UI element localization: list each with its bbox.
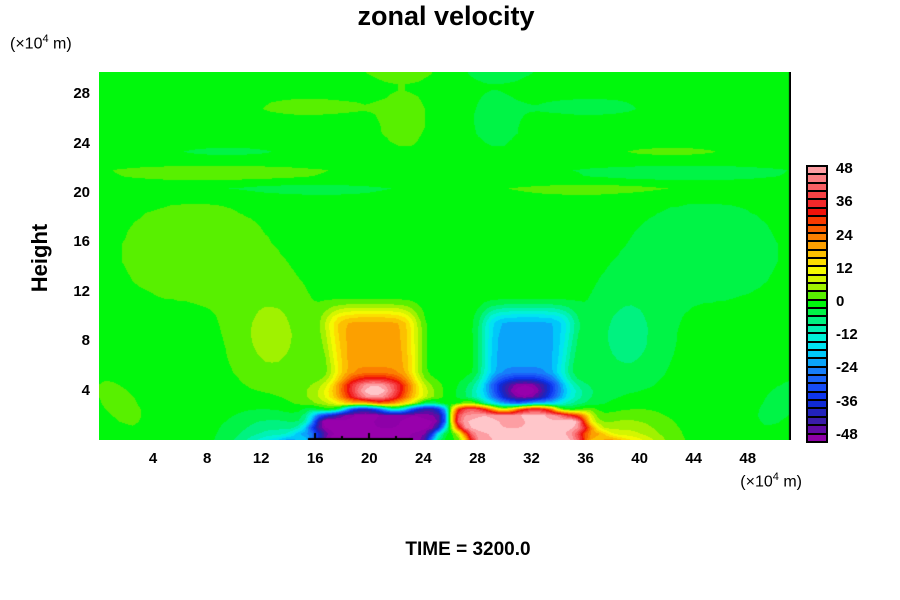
colorbar-cell <box>808 183 826 191</box>
colorbar-cell <box>808 342 826 349</box>
y-tick-label: 8 <box>81 332 90 350</box>
colorbar-tick-label: 36 <box>836 193 853 211</box>
colorbar-cell <box>808 217 826 224</box>
colorbar-cell <box>808 192 826 199</box>
x-tick-label: 44 <box>685 450 703 467</box>
y-axis-unit-label: (×104 m) <box>10 33 72 53</box>
colorbar-cell <box>808 417 826 425</box>
x-tick-label: 28 <box>469 450 486 467</box>
colorbar-cell <box>808 325 826 333</box>
colorbar-cell <box>808 309 826 316</box>
y-tick-label: 16 <box>73 233 90 251</box>
y-tick-label: 24 <box>73 134 90 152</box>
colorbar-cell <box>808 233 826 241</box>
x-axis-unit-label: (×104 m) <box>740 471 802 491</box>
colorbar-cell <box>808 409 826 416</box>
colorbar-cell <box>808 367 826 374</box>
colorbar-cell <box>808 392 826 400</box>
colorbar-cell <box>808 175 826 182</box>
colorbar-cell <box>808 208 826 216</box>
x-tick-label: 4 <box>148 450 158 467</box>
colorbar-tick-label: 48 <box>836 160 853 178</box>
colorbar-tick-label: -12 <box>836 326 858 344</box>
x-tick-label: 40 <box>631 450 648 467</box>
x-tick-label: 36 <box>577 450 594 467</box>
colorbar-cell <box>808 167 826 174</box>
y-tick-label: 28 <box>73 85 90 103</box>
colorbar-cell <box>808 375 826 383</box>
colorbar-cell <box>808 267 826 274</box>
x-tick-label: 48 <box>739 450 757 467</box>
x-tick-label: 16 <box>306 450 324 467</box>
colorbar-cell <box>808 284 826 291</box>
y-tick-label: 20 <box>73 184 90 202</box>
colorbar-cell <box>808 292 826 299</box>
colorbar-tick-label: -36 <box>836 392 858 410</box>
colorbar-cell <box>808 384 826 391</box>
colorbar-cell <box>808 250 826 257</box>
x-tick-label: 24 <box>415 450 432 467</box>
colorbar-cell <box>808 350 826 358</box>
colorbar-tick-label: 24 <box>836 226 853 244</box>
time-label: TIME = 3200.0 <box>405 539 531 560</box>
colorbar <box>806 165 828 443</box>
colorbar-cell <box>808 359 826 366</box>
colorbar-cell <box>808 334 826 341</box>
colorbar-cell <box>808 426 826 433</box>
colorbar-cell <box>808 225 826 232</box>
x-tick-label: 12 <box>252 450 270 467</box>
colorbar-tick-label: -24 <box>836 359 858 377</box>
x-tick-label: 8 <box>202 450 212 467</box>
colorbar-cell <box>808 242 826 249</box>
colorbar-tick-label: 12 <box>836 259 853 277</box>
y-tick-label: 12 <box>73 282 90 300</box>
colorbar-cell <box>808 317 826 324</box>
colorbar-cell <box>808 275 826 283</box>
colorbar-cell <box>808 434 826 441</box>
colorbar-tick-label: 0 <box>836 293 845 310</box>
x-tick-label: 20 <box>360 450 378 467</box>
chart-title: zonal velocity <box>357 1 535 31</box>
y-tick-label: 4 <box>81 381 90 399</box>
colorbar-cell <box>808 300 826 308</box>
x-tick-label: 32 <box>523 450 540 467</box>
colorbar-cell <box>808 200 826 207</box>
heatmap-plot-area <box>99 72 791 440</box>
colorbar-cell <box>808 258 826 266</box>
colorbar-cell <box>808 401 826 408</box>
colorbar-tick-label: -48 <box>836 425 858 443</box>
